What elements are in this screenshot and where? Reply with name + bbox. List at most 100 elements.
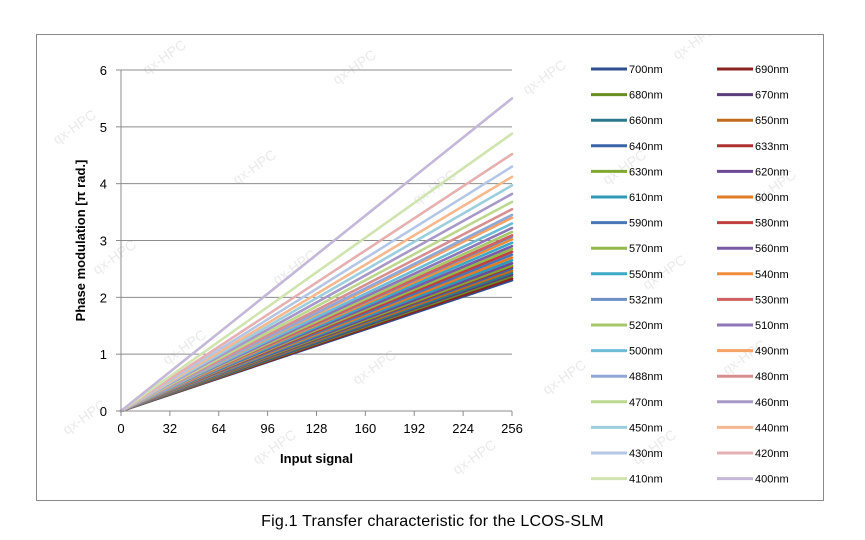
watermark-text: qx-HPC: [230, 146, 279, 187]
watermark-text: qx-HPC: [350, 346, 399, 387]
legend-label: 430nm: [629, 448, 663, 460]
legend-label: 590nm: [629, 218, 663, 230]
y-tick-label: 4: [100, 177, 107, 192]
legend-item: 690nm: [717, 64, 789, 76]
legend-item: 500nm: [591, 346, 663, 358]
legend-label: 540nm: [755, 269, 789, 281]
legend-item: 460nm: [717, 397, 789, 409]
legend-item: 450nm: [591, 422, 663, 434]
chart-frame: qx-HPC qx-HPC qx-HPC qx-HPC qx-HPC qx-HPC qx-H…: [36, 34, 824, 501]
legend-item: 610nm: [591, 192, 663, 204]
legend-item: 630nm: [591, 166, 663, 178]
watermark-text: qx-HPC: [90, 236, 139, 277]
legend-label: 640nm: [629, 141, 663, 153]
legend-label: 610nm: [629, 192, 663, 204]
legend-label: 700nm: [629, 64, 663, 76]
y-tick-label: 2: [100, 290, 107, 305]
series-line-400nm: [119, 97, 514, 413]
legend-label: 650nm: [755, 115, 789, 127]
legend-item: 550nm: [591, 269, 663, 281]
watermark-text: qx-HPC: [520, 56, 569, 97]
legend-label: 630nm: [629, 166, 663, 178]
x-axis-label: Input signal: [280, 451, 353, 466]
legend-label: 480nm: [755, 371, 789, 383]
legend-item: 670nm: [717, 90, 789, 102]
chart-svg: qx-HPC qx-HPC qx-HPC qx-HPC qx-HPC qx-HPC qx-H…: [50, 35, 799, 486]
series-line-440nm: [119, 175, 514, 413]
series-line-420nm: [119, 152, 514, 413]
legend-item: 540nm: [717, 269, 789, 281]
legend-label: 690nm: [755, 64, 789, 76]
legend-label: 420nm: [755, 448, 789, 460]
y-tick-label: 0: [100, 404, 107, 419]
legend-item: 633nm: [717, 141, 789, 153]
legend-item: 640nm: [591, 141, 663, 153]
legend-item: 650nm: [717, 115, 789, 127]
x-tick-label: 0: [117, 421, 124, 436]
legend-item: 520nm: [591, 320, 663, 332]
legend-label: 450nm: [629, 422, 663, 434]
legend-item: 620nm: [717, 166, 789, 178]
y-tick-label: 5: [100, 120, 107, 135]
x-tick-label: 256: [501, 421, 523, 436]
figure-caption: Fig.1 Transfer characteristic for the LC…: [261, 513, 604, 530]
watermark-text: qx-HPC: [50, 106, 99, 147]
legend-item: 400nm: [717, 474, 789, 486]
legend-label: 670nm: [755, 90, 789, 102]
x-tick-label: 160: [355, 421, 377, 436]
legend-label: 470nm: [629, 397, 663, 409]
y-axis-label: Phase modulation [π rad.]: [73, 160, 88, 322]
legend-item: 532nm: [591, 294, 663, 306]
legend-label: 530nm: [755, 294, 789, 306]
legend-item: 430nm: [591, 448, 663, 460]
legend-item: 600nm: [717, 192, 789, 204]
x-tick-label: 32: [163, 421, 177, 436]
legend-item: 488nm: [591, 371, 663, 383]
watermark-text: qx-HPC: [140, 36, 189, 77]
legend-label: 520nm: [629, 320, 663, 332]
legend-item: 570nm: [591, 243, 663, 255]
legend: 700nm 690nm 680nm 670nm 660nm 650nm 640nm 633nm…: [591, 64, 789, 486]
legend-label: 400nm: [755, 474, 789, 486]
legend-item: 530nm: [717, 294, 789, 306]
legend-label: 660nm: [629, 115, 663, 127]
watermark-text: qx-HPC: [450, 436, 499, 477]
legend-item: 580nm: [717, 218, 789, 230]
legend-label: 500nm: [629, 346, 663, 358]
legend-item: 410nm: [591, 474, 663, 486]
legend-item: 590nm: [591, 218, 663, 230]
legend-item: 560nm: [717, 243, 789, 255]
series-line-430nm: [119, 165, 514, 413]
legend-item: 700nm: [591, 64, 663, 76]
x-tick-label: 96: [260, 421, 274, 436]
legend-item: 440nm: [717, 422, 789, 434]
series-line-410nm: [119, 132, 514, 413]
watermark-text: qx-HPC: [270, 246, 319, 287]
tick-labels: 0 1 2 3 4 5 6 0 32 64 96 128 160 192 224 256: [100, 63, 523, 436]
x-tick-label: 224: [452, 421, 474, 436]
legend-item: 660nm: [591, 115, 663, 127]
x-tick-label: 64: [212, 421, 226, 436]
legend-item: 490nm: [717, 346, 789, 358]
legend-item: 510nm: [717, 320, 789, 332]
legend-label: 620nm: [755, 166, 789, 178]
legend-label: 680nm: [629, 90, 663, 102]
x-tick-label: 128: [306, 421, 328, 436]
legend-label: 600nm: [755, 192, 789, 204]
axes: [116, 69, 513, 416]
x-tick-label: 192: [403, 421, 425, 436]
y-tick-label: 3: [100, 234, 107, 249]
series-layer: [119, 97, 514, 413]
watermark-text: qx-HPC: [540, 356, 589, 397]
legend-label: 460nm: [755, 397, 789, 409]
legend-label: 532nm: [629, 294, 663, 306]
legend-label: 580nm: [755, 218, 789, 230]
legend-item: 470nm: [591, 397, 663, 409]
legend-label: 633nm: [755, 141, 789, 153]
y-tick-label: 1: [100, 347, 107, 362]
legend-label: 560nm: [755, 243, 789, 255]
legend-label: 510nm: [755, 320, 789, 332]
legend-label: 570nm: [629, 243, 663, 255]
legend-item: 420nm: [717, 448, 789, 460]
y-tick-label: 6: [100, 63, 107, 78]
